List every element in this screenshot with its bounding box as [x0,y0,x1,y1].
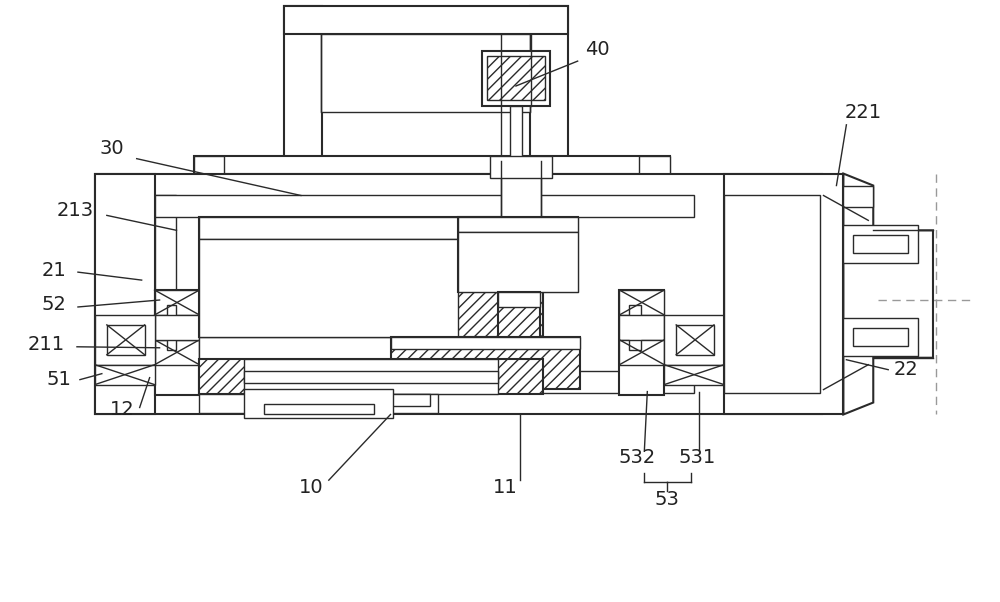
Bar [619,315,664,340]
Bar [244,359,498,394]
Text: 22: 22 [894,360,918,379]
Bar [95,365,155,385]
Polygon shape [843,173,933,414]
Bar [199,359,543,394]
Bar [458,232,578,292]
Polygon shape [619,340,664,365]
Bar [501,161,541,217]
Bar [155,196,694,217]
Bar [284,7,322,161]
Polygon shape [155,340,199,365]
Bar [264,403,374,414]
Bar [199,337,543,359]
Bar [244,371,498,383]
Bar [458,217,578,292]
Text: 211: 211 [28,335,65,355]
Bar [155,196,176,393]
Bar [391,394,430,406]
Bar [490,156,552,178]
Text: 53: 53 [655,489,680,509]
Text: 21: 21 [42,261,66,280]
Bar [843,185,873,208]
Bar [843,318,918,356]
Bar [664,315,724,365]
Bar [95,315,155,365]
Bar [843,225,918,263]
Bar [199,239,458,337]
Polygon shape [155,290,199,315]
Bar [498,292,540,307]
Text: 532: 532 [619,448,656,467]
Text: 213: 213 [56,201,94,220]
Text: 221: 221 [845,104,882,122]
Bar [487,56,545,100]
Bar [95,173,822,414]
Text: 10: 10 [299,477,323,497]
Text: 40: 40 [585,40,610,58]
Bar [284,7,568,34]
Bar [853,328,908,346]
Bar [458,217,578,232]
Bar [639,156,670,173]
Text: 51: 51 [47,370,71,389]
Bar [676,325,714,355]
Bar [664,365,724,385]
Bar [199,217,543,239]
Text: 531: 531 [678,448,716,467]
Bar [498,292,540,367]
Bar [619,290,664,394]
Bar [107,325,145,355]
Text: 11: 11 [493,477,517,497]
Text: 52: 52 [42,296,67,314]
Bar [724,196,820,393]
Bar [155,315,199,340]
Bar [530,7,568,161]
Text: 12: 12 [109,400,134,419]
Bar [482,51,550,106]
Bar [321,34,530,112]
Bar [155,371,694,393]
Bar [194,156,224,173]
Bar [853,235,908,253]
Bar [155,290,199,394]
Bar [199,217,543,337]
Bar [510,106,522,161]
Bar [194,156,670,173]
Bar [724,173,843,414]
Bar [244,389,393,418]
Polygon shape [619,290,664,315]
Text: 30: 30 [99,139,124,158]
Bar [199,394,438,414]
Bar [391,337,580,389]
Bar [95,173,155,414]
Bar [391,337,580,349]
